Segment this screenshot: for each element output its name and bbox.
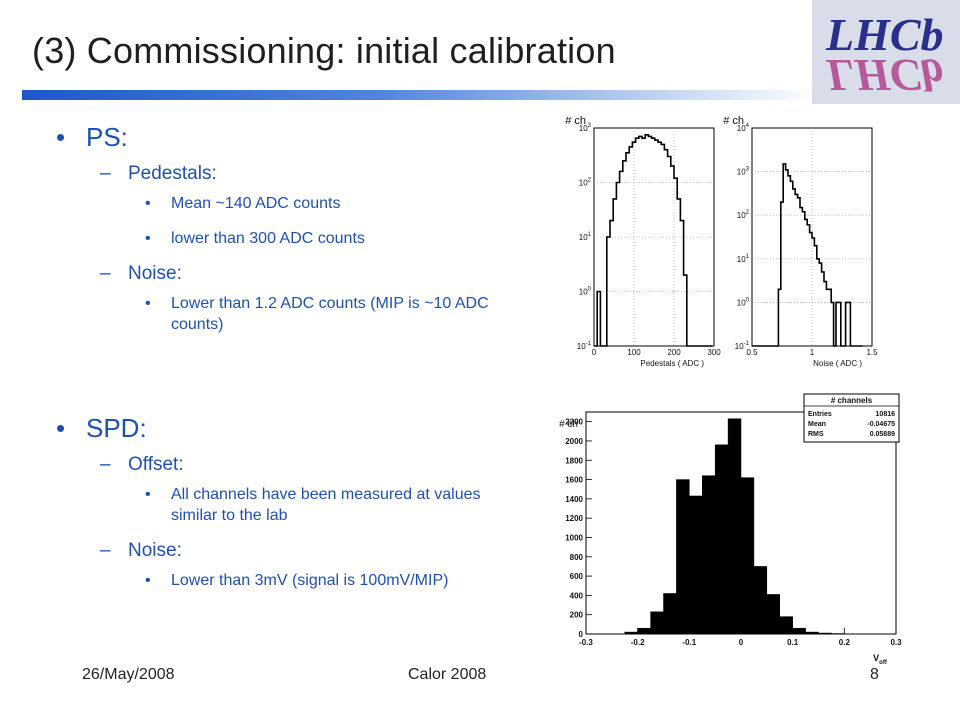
y-tick-label: 102 (579, 178, 592, 188)
y-tick-label: 10-1 (577, 341, 592, 351)
x-axis-label: Pedestals ( ADC ) (640, 359, 704, 368)
histogram-bar (714, 444, 729, 635)
x-tick-label: 100 (627, 348, 641, 357)
y-tick-label: 10-1 (735, 341, 750, 351)
item-lower-than-300: lower than 300 ADC counts (56, 228, 496, 249)
x-axis-label: Noise ( ADC ) (813, 359, 862, 368)
histogram-bar (637, 627, 651, 635)
sub-bullet-offset: Offset: (56, 454, 516, 476)
x-tick-label: 0.3 (890, 638, 902, 647)
x-tick-label: 0.5 (746, 348, 758, 357)
y-tick-label: 600 (570, 572, 584, 581)
stats-title: # channels (831, 396, 873, 405)
y-tick-label: 0 (579, 630, 584, 639)
page-title: (3) Commissioning: initial calibration (32, 30, 616, 71)
y-tick-label: 104 (737, 123, 750, 133)
sub-bullet-pedestals: Pedestals: (56, 163, 516, 185)
histogram-bar (766, 594, 780, 635)
y-tick-label: 2000 (565, 437, 583, 446)
y-tick-label: 100 (579, 287, 592, 297)
histogram-bar (779, 616, 793, 635)
histogram-bar (740, 477, 755, 635)
sub-bullet-spd-noise: Noise: (56, 540, 516, 562)
item-offset: All channels have been measured at value… (56, 484, 496, 526)
item-ps-noise: Lower than 1.2 ADC counts (MIP is ~10 AD… (56, 293, 496, 335)
x-tick-label: -0.2 (631, 638, 645, 647)
svg-text:LHCb: LHCb (825, 9, 944, 60)
y-tick-label: 101 (737, 254, 750, 264)
y-tick-label: 103 (579, 123, 592, 133)
histogram-bar (753, 566, 768, 635)
y-tick-label: 1400 (565, 495, 583, 504)
y-tick-label: 400 (570, 591, 584, 600)
histogram-bar (663, 593, 677, 635)
footer-page-number: 8 (870, 666, 879, 683)
bullet-ps: PS: (56, 122, 516, 153)
y-axis-label: # ch (559, 419, 578, 430)
y-tick-label: 101 (579, 232, 592, 242)
y-tick-label: 103 (737, 167, 750, 177)
y-tick-label: 2200 (565, 418, 583, 427)
histogram-bar (805, 631, 819, 635)
histogram-bar (624, 631, 638, 635)
y-tick-label: 200 (570, 611, 584, 620)
x-tick-label: 300 (707, 348, 721, 357)
histogram-bar (650, 611, 664, 635)
x-tick-label: 0.1 (787, 638, 799, 647)
y-axis-label: # ch (723, 115, 744, 127)
stats-label: Entries (808, 411, 832, 418)
x-axis-label: Voff (873, 653, 888, 666)
title-underline-bar (22, 90, 818, 100)
stats-value: 10816 (876, 411, 896, 418)
histogram-bar (676, 479, 690, 635)
y-axis-label: # ch (565, 115, 586, 127)
histogram-series-pedestals (594, 134, 713, 347)
stats-label: RMS (808, 431, 824, 438)
x-tick-label: 0 (592, 348, 597, 357)
x-tick-label: -0.3 (579, 638, 593, 647)
svg-text:LHCb: LHCb (825, 50, 944, 101)
stats-value: 0.05889 (870, 431, 895, 438)
x-tick-label: -0.1 (682, 638, 696, 647)
y-tick-label: 1800 (565, 456, 583, 465)
y-tick-label: 102 (737, 210, 750, 220)
y-tick-label: 1000 (565, 533, 583, 542)
sub-bullet-ps-noise: Noise: (56, 263, 516, 285)
stats-label: Mean (808, 421, 826, 428)
histogram-bar (689, 495, 703, 635)
item-spd-noise: Lower than 3mV (signal is 100mV/MIP) (56, 570, 496, 591)
histogram-bar (818, 632, 832, 635)
lhcb-logo-graphic: LHCb LHCb (812, 0, 960, 104)
x-tick-label: 200 (667, 348, 681, 357)
footer-conference: Calor 2008 (408, 666, 487, 683)
histogram-bar (702, 475, 716, 635)
lhcb-logo: LHCb LHCb (812, 0, 960, 104)
stats-value: -0.04675 (867, 421, 895, 428)
item-mean: Mean ~140 ADC counts (56, 193, 496, 214)
y-tick-label: 800 (570, 553, 584, 562)
bullet-list: PS: Pedestals: Mean ~140 ADC counts lowe… (56, 122, 516, 605)
y-tick-label: 100 (737, 297, 750, 307)
histogram-bar (727, 418, 742, 635)
stats-box (803, 393, 900, 443)
x-tick-label: 0 (739, 638, 744, 647)
x-tick-label: 0.2 (839, 638, 851, 647)
plots-area: 10-1 100 101 102 103 0 100 200 300 # ch Pedestals … (536, 106, 946, 666)
x-tick-label: 1 (810, 348, 815, 357)
histogram-series-noise (752, 163, 863, 347)
y-tick-label: 1600 (565, 476, 583, 485)
x-tick-label: 1.5 (866, 348, 878, 357)
footer-date: 26/May/2008 (82, 666, 175, 683)
bullet-spd: SPD: (56, 413, 516, 444)
histogram-bar (792, 627, 806, 635)
y-tick-label: 1200 (565, 514, 583, 523)
